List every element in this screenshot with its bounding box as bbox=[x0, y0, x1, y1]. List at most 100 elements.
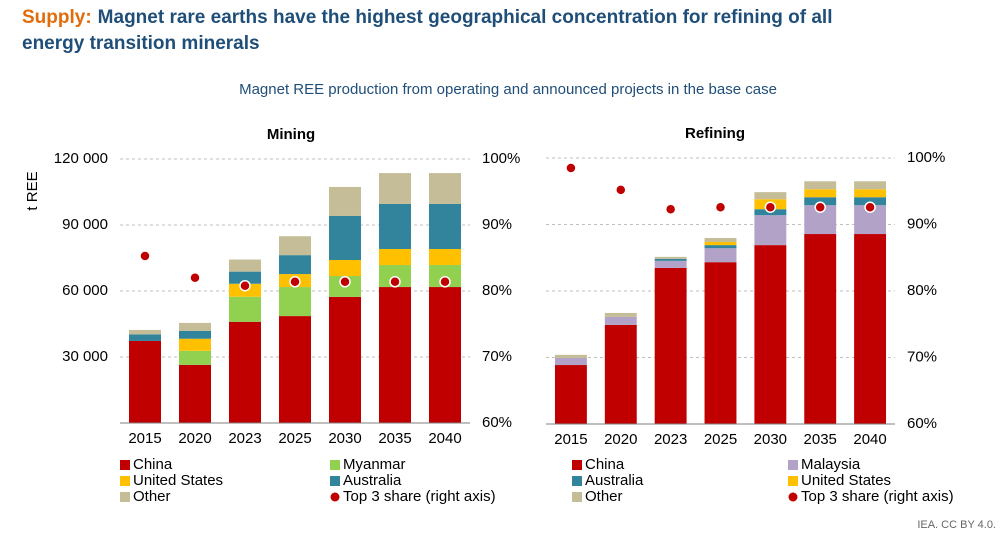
bar-segment bbox=[654, 258, 687, 261]
bar-segment bbox=[429, 248, 461, 266]
y2-tick-label: 80% bbox=[482, 282, 512, 299]
bar-segment bbox=[379, 248, 411, 266]
share-dot bbox=[189, 272, 201, 284]
legend-label: Other bbox=[585, 488, 623, 505]
bar-segment bbox=[379, 287, 411, 423]
bar-segment bbox=[854, 181, 887, 190]
bar-segment bbox=[854, 234, 887, 424]
bar-segment bbox=[754, 245, 787, 424]
legend-label: Australia bbox=[585, 472, 644, 489]
bar-segment bbox=[704, 238, 737, 243]
y2-tick-label: 70% bbox=[482, 348, 512, 365]
legend-marker bbox=[788, 460, 798, 470]
share-dot bbox=[764, 201, 777, 213]
bar-segment bbox=[279, 287, 311, 317]
bar-segment bbox=[179, 322, 211, 331]
y-tick-label: 120 000 bbox=[54, 150, 108, 167]
share-dot bbox=[714, 201, 727, 213]
bar-segment bbox=[704, 242, 737, 246]
bar-segment bbox=[329, 296, 361, 423]
y2-tick-label: 80% bbox=[907, 282, 937, 299]
bar-segment bbox=[129, 340, 161, 423]
bar-segment bbox=[754, 215, 787, 246]
legend-marker bbox=[120, 492, 130, 502]
bar-segment bbox=[654, 256, 687, 259]
bar-segment bbox=[554, 357, 587, 366]
y-tick-label: 60 000 bbox=[62, 282, 108, 299]
y2-tick-label: 60% bbox=[482, 414, 512, 431]
share-dot bbox=[339, 276, 351, 288]
bar-segment bbox=[804, 181, 837, 190]
bar-segment bbox=[604, 316, 637, 325]
y2-tick-label: 100% bbox=[482, 150, 520, 167]
bar-segment bbox=[279, 255, 311, 275]
bar-segment bbox=[229, 296, 261, 322]
bar-segment bbox=[179, 330, 211, 339]
bar-segment bbox=[604, 312, 637, 317]
legend-marker bbox=[572, 460, 582, 470]
bar-segment bbox=[654, 260, 687, 268]
legend-marker bbox=[330, 492, 340, 502]
title-line: Magnet rare earths have the highest geog… bbox=[98, 7, 833, 28]
title-line: energy transition minerals bbox=[22, 33, 260, 54]
chart-title: Refining bbox=[685, 125, 745, 142]
legend-marker bbox=[788, 476, 798, 486]
legend-label: China bbox=[585, 456, 625, 473]
share-dot bbox=[615, 184, 627, 196]
title: Supply: Magnet rare earths have the highe… bbox=[22, 7, 832, 28]
x-tick-label: 2020 bbox=[604, 431, 637, 448]
bar-segment bbox=[854, 189, 887, 198]
y-tick-label: 90 000 bbox=[62, 216, 108, 233]
x-tick-label: 2025 bbox=[704, 431, 737, 448]
bar-segment bbox=[179, 364, 211, 423]
bar-segment bbox=[704, 245, 737, 249]
bar-segment bbox=[804, 189, 837, 198]
legend-marker bbox=[572, 492, 582, 502]
bar-segment bbox=[179, 350, 211, 365]
x-tick-label: 2023 bbox=[654, 431, 687, 448]
legend-label: Top 3 share (right axis) bbox=[801, 488, 954, 505]
legend-label: United States bbox=[133, 472, 223, 489]
share-dot bbox=[139, 250, 151, 262]
x-tick-label: 2023 bbox=[228, 430, 261, 447]
x-tick-label: 2035 bbox=[804, 431, 837, 448]
x-tick-label: 2040 bbox=[853, 431, 886, 448]
legend-label: United States bbox=[801, 472, 891, 489]
title-prefix: Supply: bbox=[22, 7, 92, 28]
bar-segment bbox=[429, 173, 461, 204]
chart-title: Mining bbox=[267, 126, 315, 143]
legend-marker bbox=[572, 476, 582, 486]
y2-tick-label: 100% bbox=[907, 149, 945, 166]
bar-segment bbox=[379, 173, 411, 204]
bar-segment bbox=[554, 354, 587, 358]
share-dot bbox=[814, 201, 826, 213]
y2-tick-label: 90% bbox=[482, 216, 512, 233]
bar-segment bbox=[554, 365, 587, 424]
bar-segment bbox=[129, 329, 161, 335]
x-tick-label: 2040 bbox=[428, 430, 461, 447]
legend-label: China bbox=[133, 456, 173, 473]
legend-label: Other bbox=[133, 488, 171, 505]
legend-marker bbox=[330, 476, 340, 486]
bar-segment bbox=[129, 334, 161, 341]
bar-segment bbox=[279, 236, 311, 256]
legend-label: Myanmar bbox=[343, 456, 406, 473]
x-tick-label: 2015 bbox=[554, 431, 587, 448]
bar-segment bbox=[179, 338, 211, 351]
share-dot bbox=[439, 276, 451, 288]
bar-segment bbox=[429, 287, 461, 423]
footer: IEA. CC BY 4.0. bbox=[917, 519, 996, 531]
y-tick-label: 30 000 bbox=[62, 348, 108, 365]
legend-marker bbox=[120, 476, 130, 486]
bar-segment bbox=[229, 259, 261, 272]
bar-segment bbox=[329, 186, 361, 216]
bar-segment bbox=[429, 203, 461, 249]
bar-segment bbox=[329, 259, 361, 277]
x-tick-label: 2020 bbox=[178, 430, 211, 447]
share-dot bbox=[864, 201, 876, 213]
bar-segment bbox=[854, 197, 887, 206]
bar-segment bbox=[754, 192, 787, 200]
bar-segment bbox=[229, 321, 261, 423]
legend-marker bbox=[330, 460, 340, 470]
